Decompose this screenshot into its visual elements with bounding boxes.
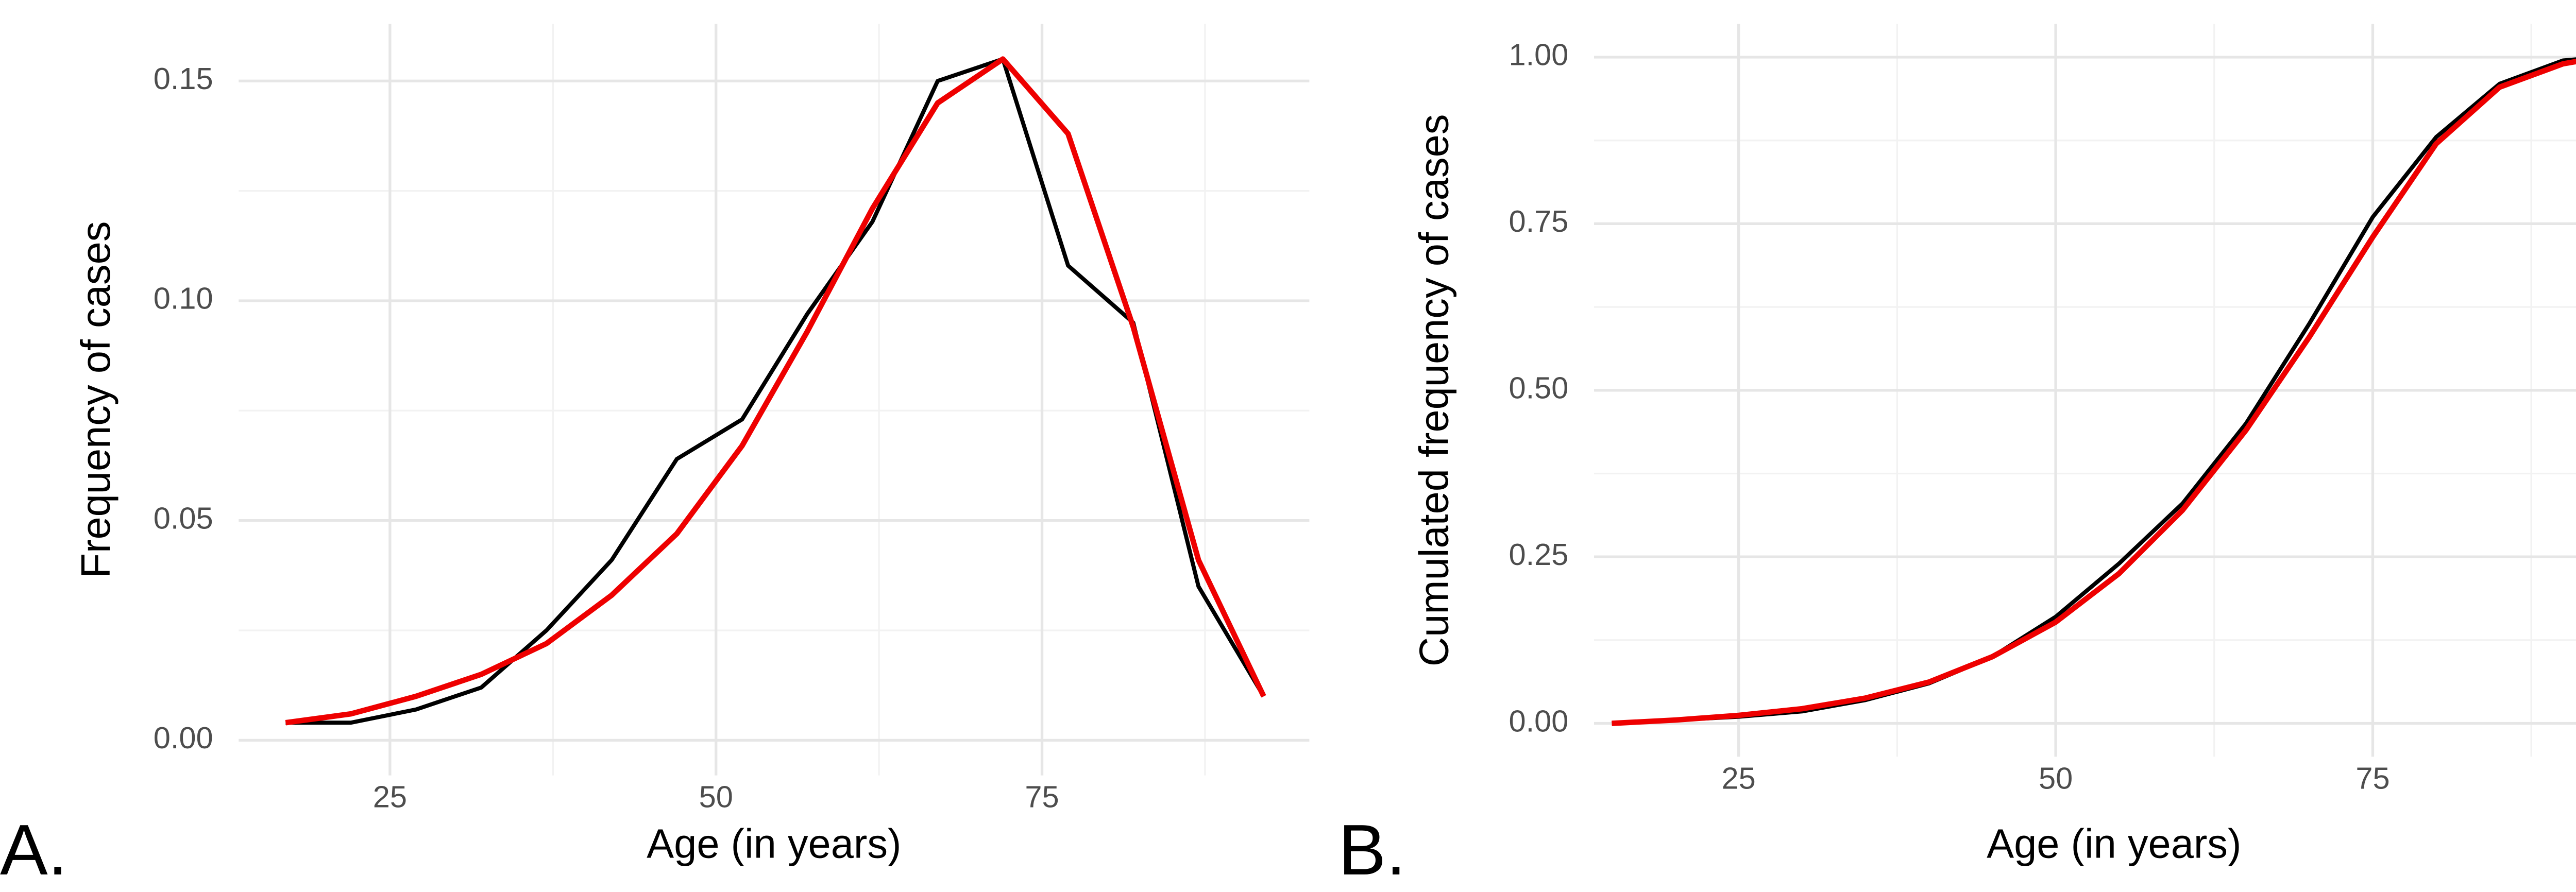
x-tick-label: 50: [2039, 761, 2073, 795]
y-tick-label: 0.75: [1509, 204, 1568, 238]
x-tick-label: 50: [699, 780, 733, 814]
data-line: [285, 57, 1266, 725]
panel-label: A.: [0, 810, 67, 890]
y-axis-title: Frequency of cases: [73, 221, 118, 578]
y-tick-label: 0.10: [154, 281, 213, 316]
x-tick-label: 75: [1025, 780, 1059, 814]
x-tick-label: 25: [1722, 761, 1756, 795]
y-tick-label: 0.00: [1509, 704, 1568, 738]
y-tick-label: 0.25: [1509, 537, 1568, 572]
x-tick-label: 75: [2355, 761, 2389, 795]
data-line: [1612, 59, 2576, 726]
data-line: [285, 56, 1266, 726]
y-tick-label: 0.50: [1509, 371, 1568, 405]
x-axis-title: Age (in years): [1987, 821, 2241, 867]
x-axis-title: Age (in years): [647, 821, 901, 867]
y-tick-label: 1.00: [1509, 38, 1568, 72]
y-tick-label: 0.05: [154, 501, 213, 535]
x-tick-label: 25: [373, 780, 407, 814]
y-tick-label: 0.00: [154, 721, 213, 755]
panel-label: B.: [1338, 810, 1406, 890]
y-axis-title: Cumulated frequency of cases: [1411, 114, 1457, 667]
y-tick-label: 0.15: [154, 61, 213, 96]
